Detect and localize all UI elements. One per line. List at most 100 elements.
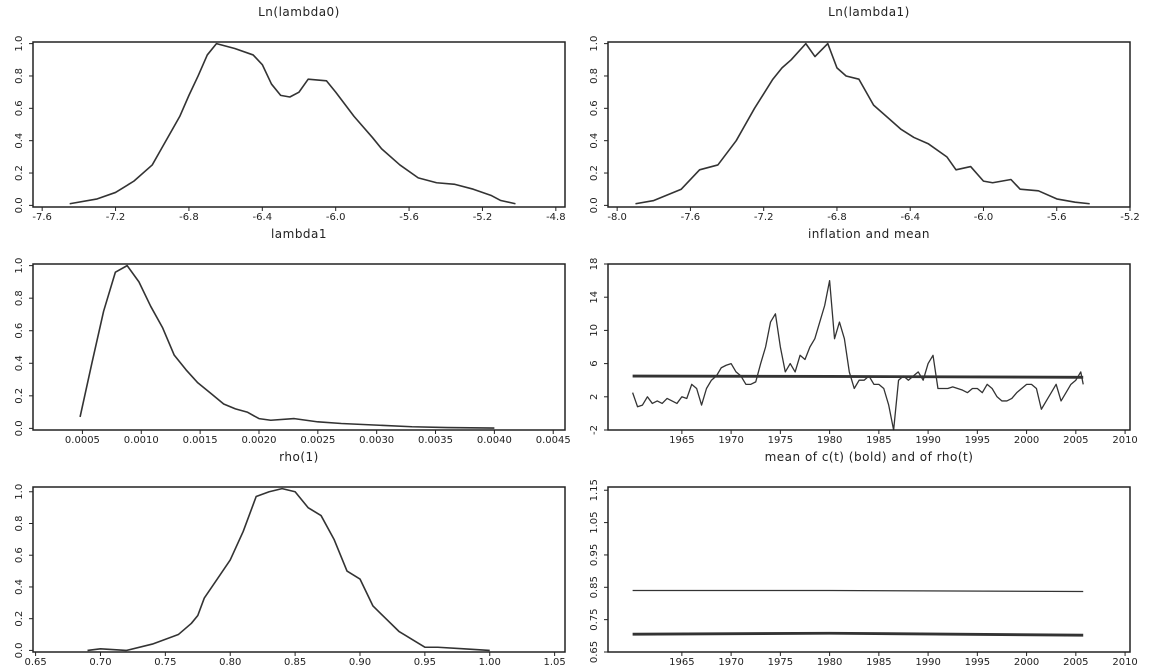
x-tick-label: 0.0005: [65, 435, 100, 446]
data-line: [635, 42, 1090, 205]
x-tick-label: 1990: [915, 657, 940, 668]
x-tick-label: 0.0045: [536, 435, 571, 446]
x-tick-label: 1990: [915, 435, 940, 446]
y-tick-label: 18: [589, 258, 600, 271]
y-tick-label: 0.4: [14, 579, 25, 595]
x-tick-label: 1970: [718, 657, 743, 668]
x-tick-label: 1995: [965, 435, 990, 446]
y-tick-label: 0.8: [14, 516, 25, 532]
y-tick-label: 0.95: [589, 544, 600, 566]
data-line: [632, 374, 1084, 379]
x-tick-label: 0.80: [219, 657, 241, 668]
y-tick-label: 1.0: [14, 484, 25, 500]
y-tick-label: 0.6: [14, 323, 25, 339]
data-line: [69, 42, 516, 205]
y-tick-label: 2: [589, 394, 600, 400]
data-line: [87, 487, 490, 652]
y-tick-label: 0.2: [589, 165, 600, 181]
y-tick-label: 0.4: [589, 133, 600, 149]
x-tick-label: 1975: [768, 435, 793, 446]
x-tick-label: -6.0: [326, 212, 346, 223]
data-line: [632, 589, 1084, 593]
y-tick-label: 0.6: [14, 547, 25, 563]
plot-frame: [607, 486, 1131, 653]
x-tick-label: -5.2: [1120, 212, 1140, 223]
x-tick-label: 2000: [1014, 657, 1039, 668]
x-tick-label: -6.8: [827, 212, 847, 223]
x-tick-label: -7.2: [106, 212, 126, 223]
y-tick-label: 0.6: [14, 100, 25, 116]
x-tick-label: 0.70: [89, 657, 111, 668]
x-tick-label: -5.6: [1047, 212, 1067, 223]
x-tick-label: 0.75: [154, 657, 176, 668]
x-tick-label: -6.4: [900, 212, 920, 223]
chart-title: Ln(lambda0): [258, 5, 340, 19]
x-tick-label: 1980: [817, 657, 842, 668]
x-tick-label: 0.0040: [477, 435, 512, 446]
y-tick-label: 0.8: [14, 290, 25, 306]
x-tick-label: 0.0025: [300, 435, 335, 446]
x-tick-label: 0.85: [284, 657, 306, 668]
x-tick-label: 2010: [1112, 435, 1137, 446]
plot-frame: [32, 263, 566, 431]
y-tick-label: 0.8: [14, 68, 25, 84]
x-tick-label: -7.2: [754, 212, 774, 223]
x-tick-label: 0.95: [414, 657, 436, 668]
y-tick-label: 0.0: [14, 642, 25, 658]
x-tick-label: -7.6: [681, 212, 701, 223]
x-tick-label: 1985: [866, 435, 891, 446]
data-line: [79, 264, 495, 429]
y-tick-label: 0.2: [14, 165, 25, 181]
x-tick-label: 0.90: [349, 657, 371, 668]
x-tick-label: 2005: [1063, 657, 1088, 668]
y-tick-label: 10: [589, 324, 600, 337]
x-tick-label: 0.0015: [183, 435, 218, 446]
chart-title: lambda1: [271, 227, 327, 241]
x-tick-label: 1975: [768, 657, 793, 668]
x-tick-label: 0.0010: [124, 435, 159, 446]
y-tick-label: 1.0: [14, 36, 25, 52]
y-tick-label: 1.0: [589, 36, 600, 52]
x-tick-label: 1.05: [543, 657, 565, 668]
y-tick-label: 14: [589, 291, 600, 304]
y-tick-label: 0.0: [14, 420, 25, 436]
x-tick-label: -5.2: [473, 212, 493, 223]
y-tick-label: 1.15: [589, 479, 600, 501]
y-tick-label: 0.85: [589, 576, 600, 598]
x-tick-label: 1995: [965, 657, 990, 668]
y-tick-label: 0.2: [14, 611, 25, 627]
plot-frame: [32, 41, 566, 208]
data-line: [632, 279, 1084, 431]
x-tick-label: 1985: [866, 657, 891, 668]
x-tick-label: 1970: [718, 435, 743, 446]
y-tick-label: 1.0: [14, 258, 25, 274]
y-tick-label: 0.6: [589, 100, 600, 116]
x-tick-label: 0.0030: [359, 435, 394, 446]
x-tick-label: -6.4: [253, 212, 273, 223]
y-tick-label: 0.0: [589, 197, 600, 213]
x-tick-label: 2000: [1014, 435, 1039, 446]
x-tick-label: 0.0035: [418, 435, 453, 446]
x-tick-label: -5.6: [399, 212, 419, 223]
x-tick-label: 1965: [669, 657, 694, 668]
x-tick-label: 1965: [669, 435, 694, 446]
chart-title: inflation and mean: [808, 227, 930, 241]
x-tick-label: -6.0: [974, 212, 994, 223]
y-tick-label: 0.4: [14, 355, 25, 371]
y-tick-label: 6: [589, 360, 600, 366]
chart-title: mean of c(t) (bold) and of rho(t): [765, 450, 974, 464]
y-tick-label: 1.05: [589, 511, 600, 533]
y-tick-label: 0.4: [14, 133, 25, 149]
x-tick-label: 0.0020: [241, 435, 276, 446]
chart-title: rho(1): [279, 450, 319, 464]
x-tick-label: 2005: [1063, 435, 1088, 446]
y-tick-label: 0.8: [589, 68, 600, 84]
x-tick-label: 0.65: [24, 657, 46, 668]
chart-title: Ln(lambda1): [828, 5, 910, 19]
x-tick-label: -6.8: [179, 212, 199, 223]
data-line: [632, 631, 1084, 637]
y-tick-label: -2: [589, 425, 600, 435]
y-tick-label: 0.65: [589, 641, 600, 663]
x-tick-label: -7.6: [32, 212, 52, 223]
